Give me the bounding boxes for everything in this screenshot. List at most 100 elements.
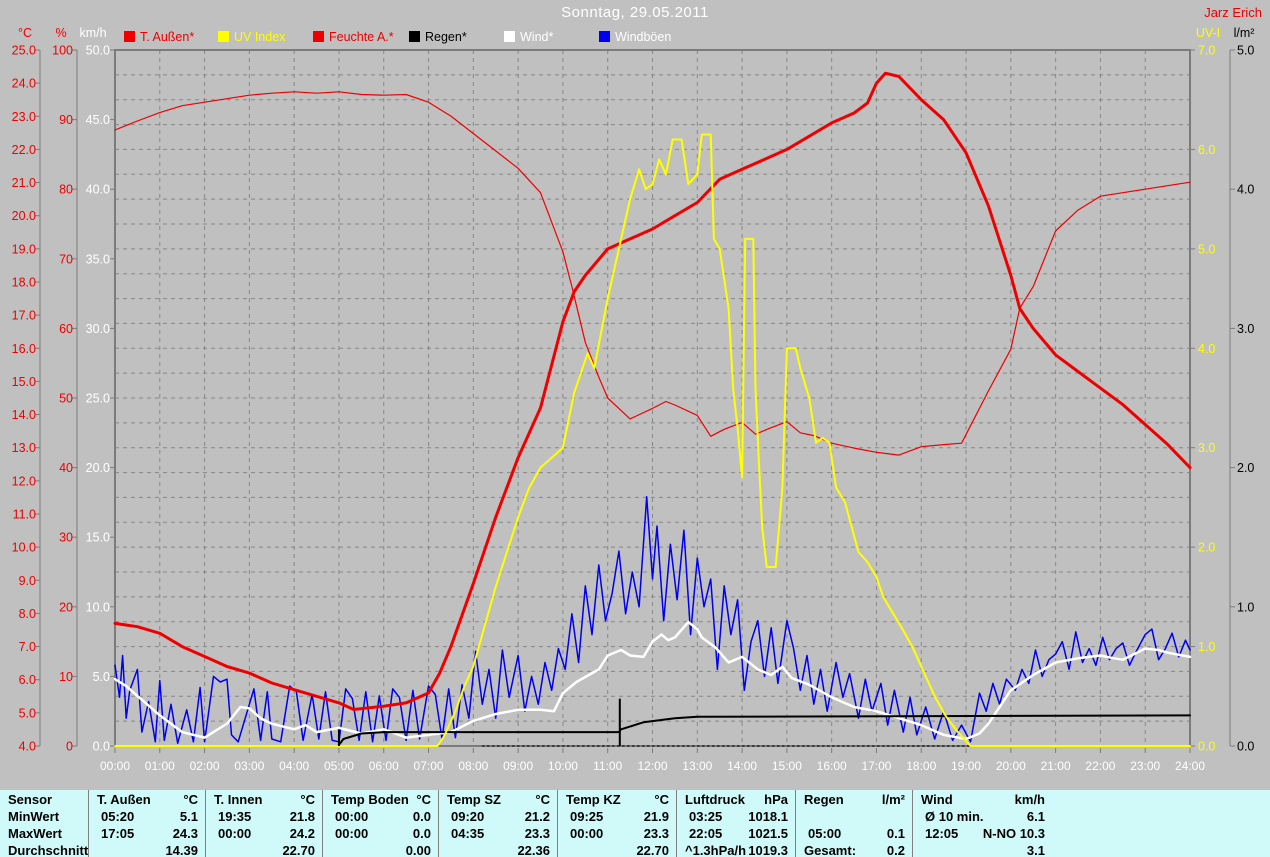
svg-text:40.0: 40.0: [86, 183, 110, 197]
x-axis: 00:00 01:00 02:00 03:00 04:00 05:00 06:00 07:00…: [100, 748, 1205, 773]
max-time: 12:05: [925, 826, 959, 841]
avg-value: 22.70: [636, 843, 669, 857]
row-label-minwert: MinWert: [8, 809, 60, 824]
max-value: 24.2: [289, 826, 315, 841]
svg-text:1.0: 1.0: [1198, 640, 1215, 654]
legend-item-wind: Wind*: [504, 29, 554, 44]
min-time: 09:20: [451, 809, 485, 824]
table-col-t-au-en: T. Außen °C 05:20 5.1 17:05 24.3 14.39: [88, 790, 206, 857]
min-time: Ø 10 min.: [925, 809, 984, 824]
svg-text:21.0: 21.0: [12, 176, 36, 190]
svg-text:11.0: 11.0: [13, 508, 36, 522]
weather-chart: °C 25.0 24.0 23.0 22.0 21.0 20.0 19.0 18.0 17.0 16…: [12, 26, 1255, 773]
min-time: 05:20: [101, 809, 135, 824]
row-label-maxwert: MaxWert: [8, 826, 62, 841]
svg-text:5.0: 5.0: [93, 670, 110, 684]
table-col-wind: Wind km/h Ø 10 min. 6.1 12:05 N-NO 10.3 3.1: [912, 790, 1053, 857]
svg-text:15.0: 15.0: [12, 375, 36, 389]
min-time: 19:35: [218, 809, 252, 824]
sensor-name: Wind: [921, 792, 953, 807]
sensor-name: T. Innen: [214, 792, 263, 807]
legend-label: Regen*: [425, 29, 467, 44]
svg-text:10: 10: [59, 670, 73, 684]
svg-text:50: 50: [59, 392, 73, 406]
series-t-au-en: [113, 71, 1192, 711]
svg-text:5.0: 5.0: [19, 706, 36, 720]
svg-text:11:00: 11:00: [593, 759, 622, 773]
series-feuchte-a-: [114, 91, 1191, 456]
svg-text:90: 90: [59, 113, 73, 127]
sensor-unit: l/m²: [881, 792, 905, 807]
svg-text:25.0: 25.0: [86, 392, 110, 406]
svg-text:24:00: 24:00: [1175, 759, 1205, 773]
wind-swatch-icon: [504, 31, 515, 42]
legend-label: Windböen: [615, 29, 672, 44]
svg-text:5.0: 5.0: [1237, 44, 1254, 58]
svg-text:40: 40: [59, 461, 73, 475]
svg-text:02:00: 02:00: [190, 759, 220, 773]
svg-text:3.0: 3.0: [1237, 322, 1254, 336]
sensor-name: Temp Boden: [331, 792, 409, 807]
max-value: N-NO 10.3: [982, 826, 1045, 841]
legend-label: T. Außen*: [140, 29, 195, 44]
grid-lines: [115, 50, 1190, 746]
sensor-unit: °C: [416, 792, 431, 807]
min-value: 1018.1: [748, 809, 788, 824]
sensor-name: Temp SZ: [447, 792, 501, 807]
svg-text:3.0: 3.0: [1198, 441, 1215, 455]
legend-item-t-aussen: T. Außen*: [124, 29, 195, 44]
feuchte-swatch-icon: [313, 31, 324, 42]
svg-text:07:00: 07:00: [414, 759, 444, 773]
svg-text:03:00: 03:00: [234, 759, 264, 773]
svg-text:4.0: 4.0: [1198, 342, 1215, 356]
svg-text:0.0: 0.0: [1237, 740, 1254, 754]
legend-label: Wind*: [520, 29, 554, 44]
min-value: 21.9: [643, 809, 669, 824]
sensor-unit: hPa: [764, 792, 788, 807]
avg-value: 14.39: [165, 843, 198, 857]
svg-text:19:00: 19:00: [951, 759, 981, 773]
svg-text:19.0: 19.0: [12, 242, 36, 256]
svg-text:15:00: 15:00: [772, 759, 802, 773]
svg-text:8.0: 8.0: [19, 607, 36, 621]
table-col-temp-boden: Temp Boden °C 00:00 0.0 00:00 0.0 0.00: [322, 790, 439, 857]
svg-text:24.0: 24.0: [12, 77, 36, 91]
svg-text:10.0: 10.0: [86, 600, 110, 614]
svg-text:9.0: 9.0: [19, 574, 36, 588]
max-value: 1021.5: [748, 826, 788, 841]
sensor-name: Luftdruck: [685, 792, 745, 807]
svg-text:20:00: 20:00: [996, 759, 1026, 773]
windboeen-swatch-icon: [599, 31, 610, 42]
max-value: 0.1: [886, 826, 905, 841]
svg-text:%: %: [55, 26, 66, 40]
rain-event-ticks: [337, 698, 621, 746]
legend-item-feuchte: Feuchte A.*: [313, 30, 394, 44]
svg-text:2.0: 2.0: [1198, 541, 1215, 555]
svg-text:0.0: 0.0: [93, 740, 110, 754]
max-value: 24.3: [172, 826, 198, 841]
svg-text:23:00: 23:00: [1130, 759, 1160, 773]
min-value: 21.8: [289, 809, 315, 824]
table-col-luftdruck: Luftdruck hPa 03:25 1018.1 22:05 1021.5 ^1.3hP…: [676, 790, 796, 857]
max-time: 00:00: [335, 826, 369, 841]
svg-text:70: 70: [59, 252, 73, 266]
svg-text:UV-I: UV-I: [1196, 26, 1220, 40]
sensor-name: Temp KZ: [566, 792, 621, 807]
svg-text:18:00: 18:00: [906, 759, 936, 773]
sensor-name: Regen: [804, 792, 844, 807]
svg-text:20.0: 20.0: [86, 461, 110, 475]
svg-text:21:00: 21:00: [1041, 759, 1071, 773]
table-col-temp-sz: Temp SZ °C 09:20 21.2 04:35 23.3 22.36: [438, 790, 558, 857]
avg-value: 0.2: [886, 843, 905, 857]
svg-text:25.0: 25.0: [12, 44, 36, 58]
sensor-unit: °C: [183, 792, 198, 807]
svg-text:09:00: 09:00: [503, 759, 533, 773]
svg-text:0.0: 0.0: [1198, 740, 1215, 754]
series-uv-index: [114, 133, 1191, 747]
regen-swatch-icon: [409, 31, 420, 42]
min-time: 00:00: [335, 809, 369, 824]
svg-text:14:00: 14:00: [727, 759, 757, 773]
svg-text:17:00: 17:00: [861, 759, 891, 773]
